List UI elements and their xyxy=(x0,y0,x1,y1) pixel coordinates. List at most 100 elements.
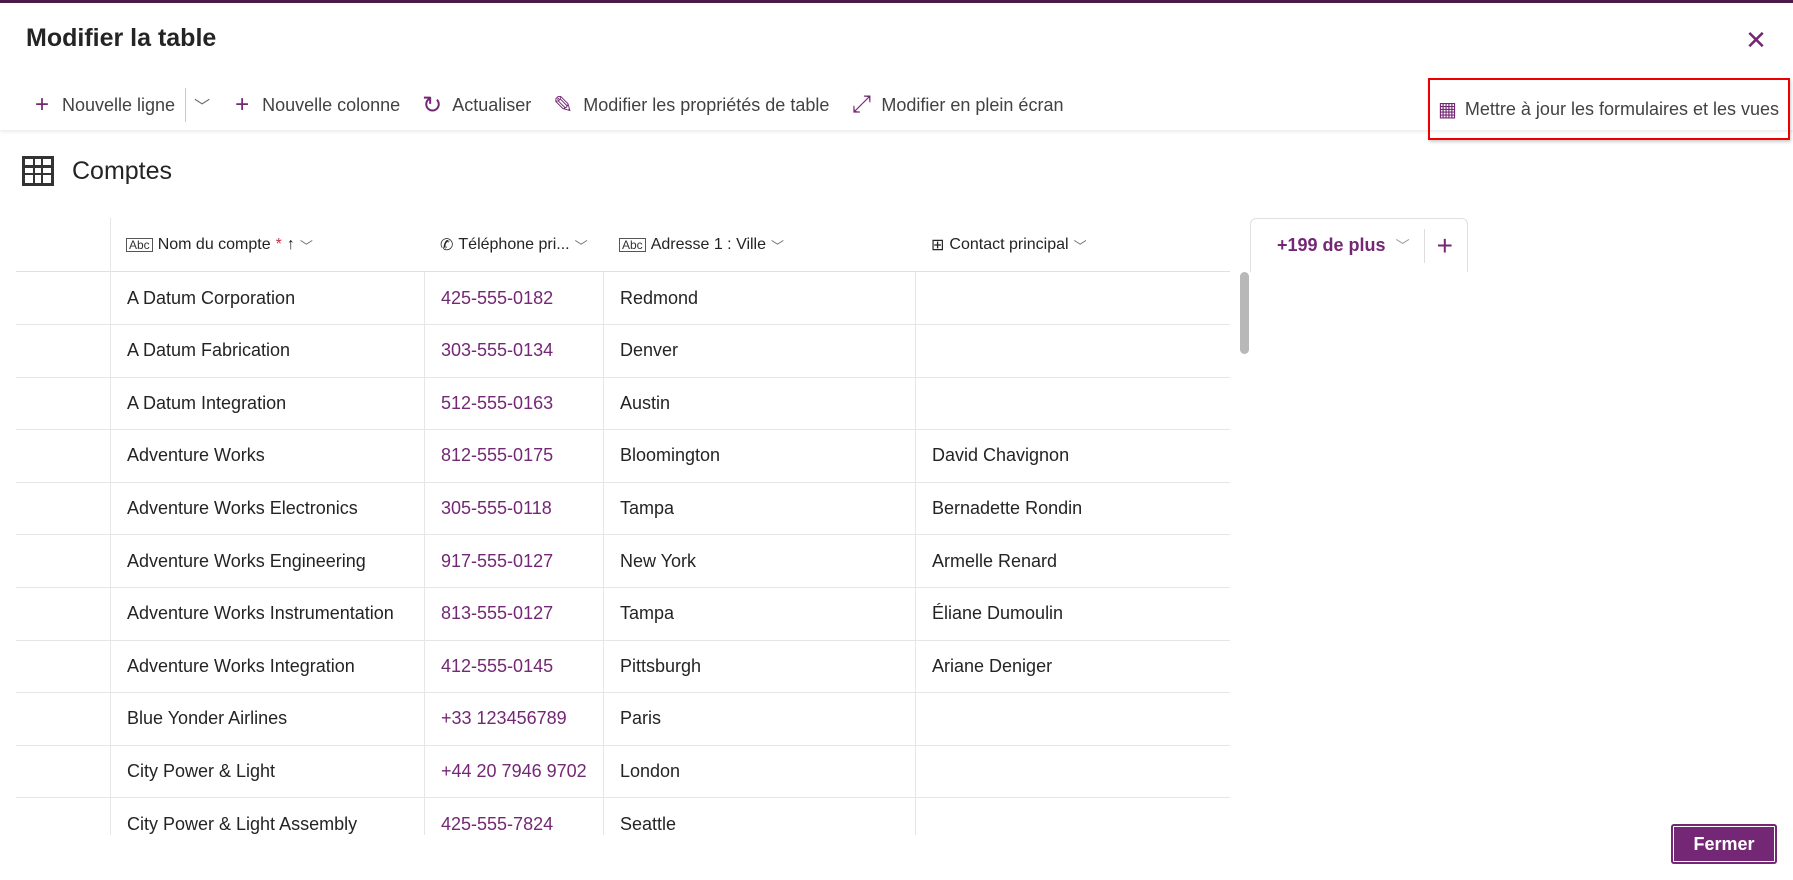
primary-contact-cell[interactable] xyxy=(915,377,1230,430)
primary-contact-cell[interactable] xyxy=(915,798,1230,835)
row-selector[interactable] xyxy=(16,535,110,587)
city-cell[interactable]: Paris xyxy=(603,692,915,745)
primary-contact-cell[interactable]: David Chavignon xyxy=(915,429,1230,482)
table-row[interactable]: Adventure Works Integration 412-555-0145 P… xyxy=(16,640,1230,694)
table-row[interactable]: Blue Yonder Airlines +33 123456789 Paris xyxy=(16,692,1230,746)
fullscreen-button[interactable]: ⤢ Modifier en plein écran xyxy=(849,91,1064,119)
primary-contact-cell[interactable] xyxy=(915,324,1230,377)
close-button[interactable]: Fermer xyxy=(1671,824,1777,864)
primary-contact-cell[interactable] xyxy=(915,692,1230,745)
primary-contact-cell[interactable]: Armelle Renard xyxy=(915,535,1230,587)
row-selector[interactable] xyxy=(16,588,110,640)
city-cell[interactable]: Austin xyxy=(603,377,915,430)
column-header-account-name[interactable]: Abc Nom du compte * ↑ ﹀ xyxy=(110,218,424,272)
divider xyxy=(1423,228,1425,263)
account-name-cell[interactable]: City Power & Light xyxy=(110,745,424,798)
chevron-down-icon[interactable]: ﹀ xyxy=(1395,237,1410,254)
account-name-cell[interactable]: Adventure Works Integration xyxy=(110,640,424,693)
primary-contact-cell[interactable] xyxy=(915,272,1230,324)
city-cell[interactable]: Tampa xyxy=(603,587,915,640)
city-cell[interactable]: New York xyxy=(603,535,915,587)
phone-cell[interactable]: 812-555-0175 xyxy=(424,429,603,482)
account-name-cell[interactable]: Adventure Works Engineering xyxy=(110,535,424,587)
required-marker: * xyxy=(275,236,282,253)
primary-contact-cell[interactable]: Bernadette Rondin xyxy=(915,482,1230,535)
update-forms-views-button[interactable]: ▦ Mettre à jour les formulaires et les vu… xyxy=(1428,78,1790,140)
phone-cell[interactable]: 412-555-0145 xyxy=(424,640,603,693)
row-selector[interactable] xyxy=(16,640,110,692)
phone-cell[interactable]: 425-555-7824 xyxy=(424,798,603,835)
add-column-icon[interactable]: + xyxy=(1436,229,1453,261)
table-lightning-icon: ▦ xyxy=(1438,98,1457,121)
row-selector[interactable] xyxy=(16,745,110,797)
column-header-phone[interactable]: ✆ Téléphone pri... ﹀ xyxy=(424,218,603,272)
refresh-icon: ↻ xyxy=(422,91,443,119)
city-cell[interactable]: London xyxy=(603,745,915,798)
new-column-label: Nouvelle colonne xyxy=(262,94,401,115)
table-row[interactable]: City Power & Light Assembly 425-555-7824 S… xyxy=(16,798,1230,835)
edit-properties-button[interactable]: ✎ Modifier les propriétés de table xyxy=(551,91,829,120)
plus-icon: + xyxy=(235,91,250,118)
city-cell[interactable]: Denver xyxy=(603,324,915,377)
account-name-cell[interactable]: City Power & Light Assembly xyxy=(110,798,424,835)
chevron-down-icon: ﹀ xyxy=(771,238,785,254)
table-row[interactable]: Adventure Works Instrumentation 813-555-0… xyxy=(16,587,1230,641)
phone-cell[interactable]: 303-555-0134 xyxy=(424,324,603,377)
more-columns: +199 de plus ﹀ + xyxy=(1250,218,1468,272)
new-column-button[interactable]: + Nouvelle colonne xyxy=(230,91,400,119)
row-selector[interactable] xyxy=(16,325,110,377)
table-row[interactable]: A Datum Integration 512-555-0163 Austin xyxy=(16,377,1230,431)
account-name-cell[interactable]: A Datum Corporation xyxy=(110,272,424,324)
chevron-down-icon[interactable]: ﹀ xyxy=(194,99,211,116)
row-selector[interactable] xyxy=(16,272,110,324)
grid-header: Abc Nom du compte * ↑ ﹀ ✆ Téléphone pri... ﹀ A… xyxy=(16,218,1230,272)
table-row[interactable]: Adventure Works Electronics 305-555-0118 T… xyxy=(16,482,1230,536)
account-name-cell[interactable]: Adventure Works Electronics xyxy=(110,482,424,535)
phone-cell[interactable]: +33 123456789 xyxy=(424,692,603,745)
primary-contact-cell[interactable]: Ariane Deniger xyxy=(915,640,1230,693)
city-cell[interactable]: Redmond xyxy=(603,272,915,324)
phone-cell[interactable]: 305-555-0118 xyxy=(424,482,603,535)
primary-contact-cell[interactable]: Éliane Dumoulin xyxy=(915,587,1230,640)
data-grid: Abc Nom du compte * ↑ ﹀ ✆ Téléphone pri... ﹀ A… xyxy=(16,218,1230,835)
refresh-button[interactable]: ↻ Actualiser xyxy=(420,91,531,120)
table-row[interactable]: City Power & Light +44 20 7946 9702 London xyxy=(16,745,1230,799)
table-row[interactable]: A Datum Corporation 425-555-0182 Redmond xyxy=(16,272,1230,325)
more-columns-button[interactable]: +199 de plus xyxy=(1277,235,1386,255)
city-cell[interactable]: Pittsburgh xyxy=(603,640,915,693)
table-row[interactable]: Adventure Works Engineering 917-555-0127 N… xyxy=(16,535,1230,588)
phone-cell[interactable]: 425-555-0182 xyxy=(424,272,603,324)
lookup-icon: ⊞ xyxy=(931,237,945,254)
row-selector[interactable] xyxy=(16,377,110,429)
text-field-icon: Abc xyxy=(619,238,646,252)
phone-cell[interactable]: 813-555-0127 xyxy=(424,587,603,640)
column-label: Contact principal xyxy=(949,236,1069,253)
phone-icon: ✆ xyxy=(440,237,454,254)
row-selector[interactable] xyxy=(16,798,110,835)
row-selector[interactable] xyxy=(16,430,110,482)
row-selector[interactable] xyxy=(16,693,110,745)
new-row-button[interactable]: + Nouvelle ligne xyxy=(30,91,175,119)
account-name-cell[interactable]: Adventure Works xyxy=(110,429,424,482)
primary-contact-cell[interactable] xyxy=(915,745,1230,798)
vertical-scrollbar[interactable] xyxy=(1240,272,1249,354)
chevron-down-icon: ﹀ xyxy=(574,238,588,254)
city-cell[interactable]: Bloomington xyxy=(603,429,915,482)
city-cell[interactable]: Tampa xyxy=(603,482,915,535)
account-name-cell[interactable]: Adventure Works Instrumentation xyxy=(110,587,424,640)
city-cell[interactable]: Seattle xyxy=(603,798,915,835)
row-selector[interactable] xyxy=(16,482,110,534)
phone-cell[interactable]: 512-555-0163 xyxy=(424,377,603,430)
account-name-cell[interactable]: A Datum Fabrication xyxy=(110,324,424,377)
phone-cell[interactable]: 917-555-0127 xyxy=(424,535,603,587)
column-label: Adresse 1 : Ville xyxy=(650,236,767,253)
close-icon[interactable]: ✕ xyxy=(1745,25,1767,55)
edit-properties-label: Modifier les propriétés de table xyxy=(583,94,830,115)
table-row[interactable]: Adventure Works 812-555-0175 Bloomington Da… xyxy=(16,429,1230,483)
account-name-cell[interactable]: A Datum Integration xyxy=(110,377,424,430)
table-row[interactable]: A Datum Fabrication 303-555-0134 Denver xyxy=(16,324,1230,378)
column-header-city[interactable]: Abc Adresse 1 : Ville ﹀ xyxy=(603,218,915,272)
account-name-cell[interactable]: Blue Yonder Airlines xyxy=(110,692,424,745)
phone-cell[interactable]: +44 20 7946 9702 xyxy=(424,745,603,798)
column-header-primary-contact[interactable]: ⊞ Contact principal ﹀ xyxy=(915,218,1228,272)
